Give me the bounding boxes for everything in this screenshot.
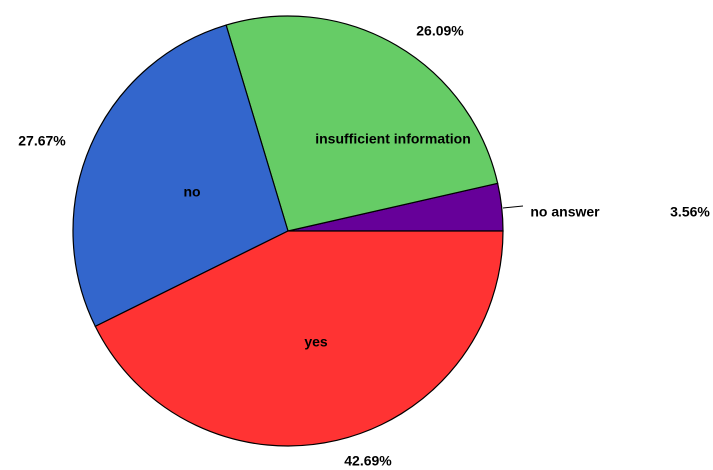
percent-label: 42.69% <box>344 453 392 469</box>
pie-slice <box>225 15 499 232</box>
slice-label: no answer <box>530 204 600 220</box>
leader-line <box>502 205 524 209</box>
slice-label: insufficient information <box>315 131 471 147</box>
slice-label: yes <box>304 334 328 350</box>
slice-label: no <box>183 184 200 200</box>
pie-slice <box>94 230 504 447</box>
percent-label: 26.09% <box>416 23 464 39</box>
percent-label: 27.67% <box>18 133 66 149</box>
percent-label: 3.56% <box>670 204 710 220</box>
pie-slice <box>72 24 289 328</box>
